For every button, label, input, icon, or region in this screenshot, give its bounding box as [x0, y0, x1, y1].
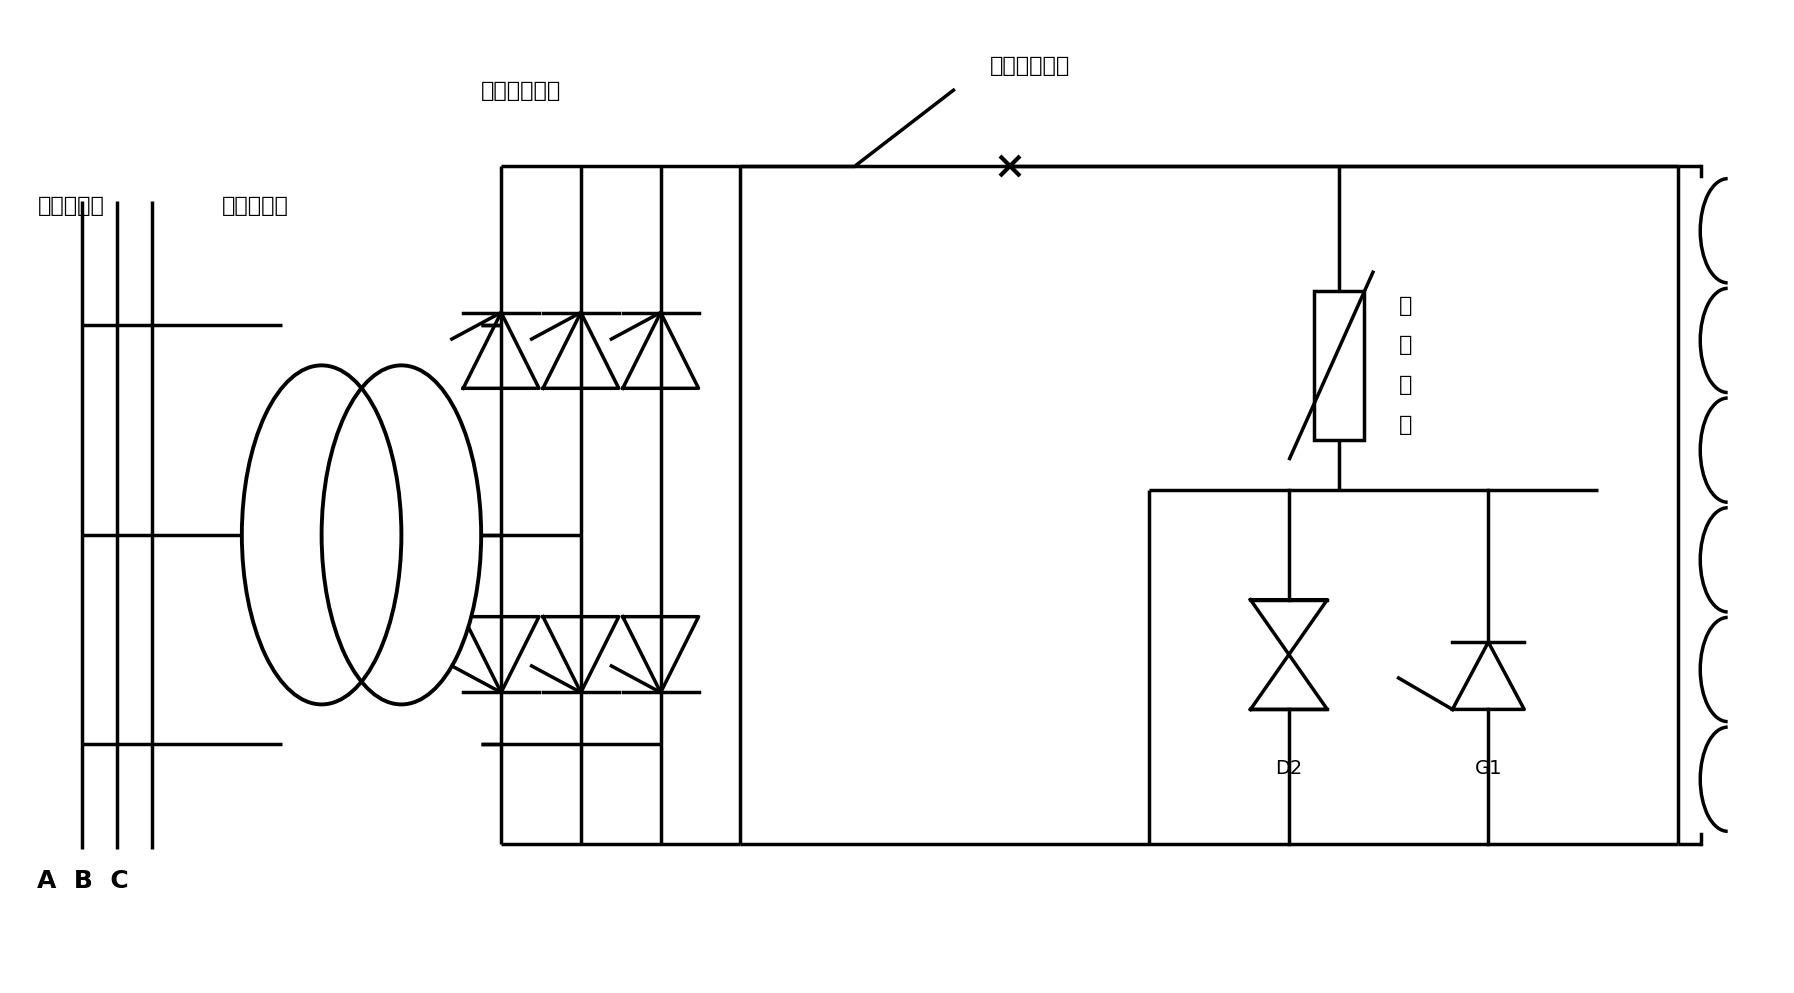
Text: D2: D2 — [1276, 760, 1302, 779]
Text: G1: G1 — [1475, 760, 1502, 779]
Text: 励磁变压器: 励磁变压器 — [222, 196, 289, 215]
Text: 直流灭磁开关: 直流灭磁开关 — [990, 57, 1069, 76]
Text: 灭: 灭 — [1399, 296, 1412, 316]
Text: 磁: 磁 — [1399, 336, 1412, 355]
Text: 阵: 阵 — [1399, 415, 1412, 435]
Bar — [1313, 291, 1363, 440]
Ellipse shape — [242, 365, 402, 704]
Text: 可控确整流桥: 可控确整流桥 — [481, 81, 562, 101]
Text: 电: 电 — [1399, 375, 1412, 395]
Text: 发电机机端: 发电机机端 — [38, 196, 104, 215]
Ellipse shape — [321, 365, 481, 704]
Text: A  B  C: A B C — [38, 869, 129, 893]
